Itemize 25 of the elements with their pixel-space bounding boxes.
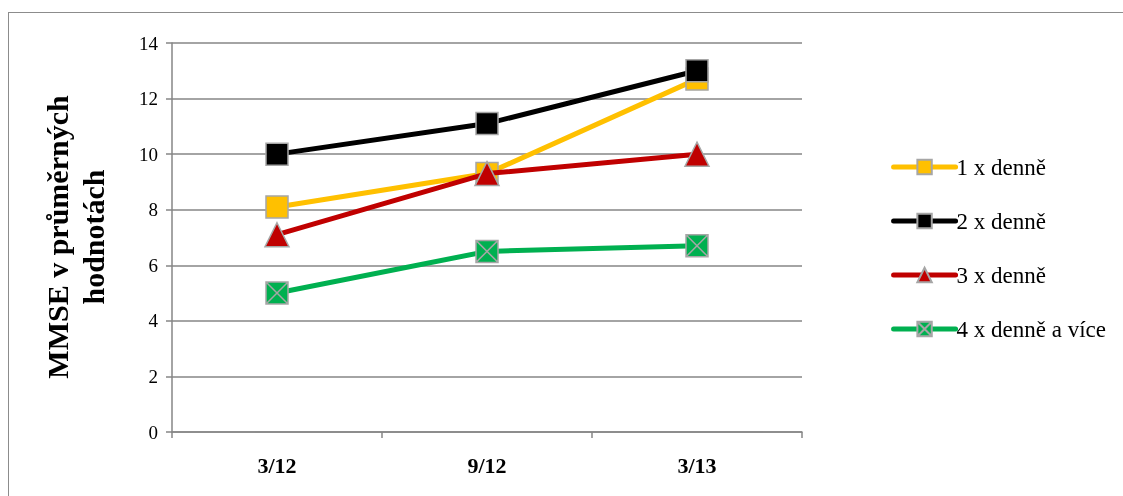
point	[265, 281, 289, 305]
x-tick-label: 3/13	[677, 452, 717, 478]
y-tick-label: 0	[148, 421, 158, 443]
y-tick-label: 8	[148, 199, 158, 221]
x-tick-label: 9/12	[467, 452, 507, 478]
point	[265, 195, 289, 219]
y-tick-label: 6	[148, 254, 158, 276]
point	[685, 234, 709, 258]
y-tick-label: 14	[139, 32, 159, 54]
legend-label: 4 x denně a více	[956, 316, 1106, 342]
y-tick-label: 4	[148, 310, 159, 332]
y-axis-title: MMSE v průměrných hodnotách	[40, 94, 111, 381]
y-tick-label: 10	[139, 143, 158, 165]
point	[475, 239, 499, 264]
legend-label: 1 x denně	[956, 154, 1046, 180]
point	[265, 142, 289, 166]
legend-label: 3 x denně	[956, 262, 1046, 288]
legend-label: 2 x denně	[956, 208, 1046, 234]
point	[264, 221, 290, 248]
point	[475, 111, 499, 136]
point	[685, 59, 709, 83]
y-tick-label: 12	[139, 88, 158, 110]
x-tick-label: 3/12	[257, 452, 297, 478]
point	[684, 141, 710, 167]
y-tick-label: 2	[148, 365, 158, 387]
